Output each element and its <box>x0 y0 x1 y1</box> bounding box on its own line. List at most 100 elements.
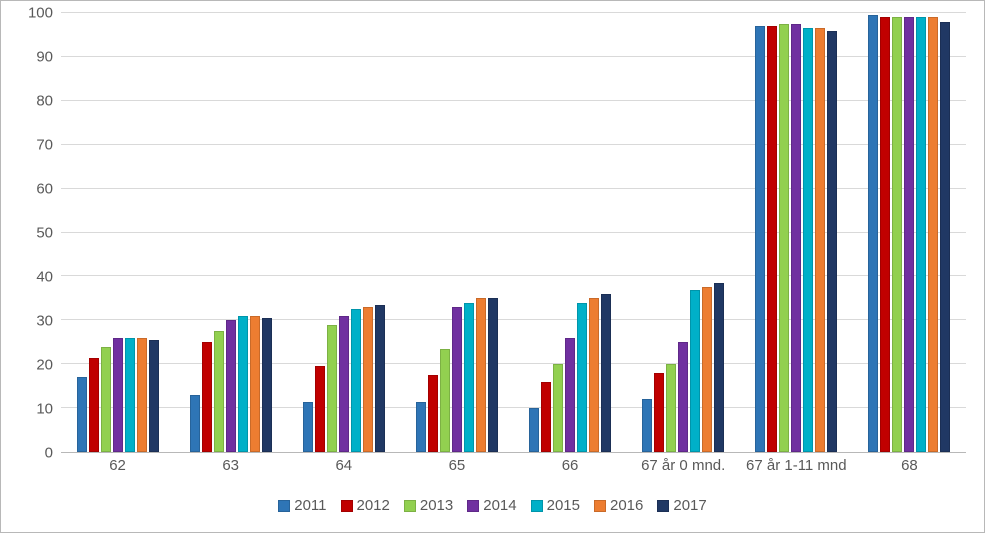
bar <box>541 382 551 452</box>
y-tick-label: 40 <box>36 269 53 286</box>
bar <box>529 408 539 452</box>
x-tick-label: 67 år 0 mnd. <box>627 457 740 495</box>
bar <box>767 26 777 452</box>
bar <box>601 294 611 452</box>
bar <box>351 309 361 452</box>
bar <box>666 364 676 452</box>
bar <box>755 26 765 452</box>
category-group <box>514 13 627 452</box>
bar <box>654 373 664 452</box>
category-group <box>627 13 740 452</box>
y-tick-label: 30 <box>36 313 53 330</box>
legend-label: 2015 <box>547 497 580 514</box>
x-axis: 626364656667 år 0 mnd.67 år 1-11 mnd68 <box>61 457 966 495</box>
bar <box>868 15 878 452</box>
bar <box>488 298 498 452</box>
bar <box>125 338 135 452</box>
bar <box>226 320 236 452</box>
bar <box>464 303 474 452</box>
bar <box>113 338 123 452</box>
y-axis: 0102030405060708090100 <box>19 13 61 453</box>
bar <box>214 331 224 452</box>
bar <box>880 17 890 452</box>
x-tick-label: 67 år 1-11 mnd <box>740 457 853 495</box>
bar <box>416 402 426 452</box>
legend-item: 2011 <box>278 497 326 514</box>
category-group <box>400 13 513 452</box>
legend-swatch <box>341 500 353 512</box>
bar <box>904 17 914 452</box>
category-group <box>740 13 853 452</box>
legend-swatch <box>657 500 669 512</box>
y-tick-label: 60 <box>36 181 53 198</box>
bar <box>642 399 652 452</box>
bars-layer <box>61 13 966 452</box>
bar <box>476 298 486 452</box>
legend-label: 2014 <box>483 497 516 514</box>
y-tick-label: 10 <box>36 401 53 418</box>
y-tick-label: 20 <box>36 357 53 374</box>
legend-label: 2017 <box>673 497 706 514</box>
bar <box>202 342 212 452</box>
bar <box>77 377 87 452</box>
legend-swatch <box>467 500 479 512</box>
bar <box>428 375 438 452</box>
legend-item: 2012 <box>341 497 390 514</box>
category-group <box>853 13 966 452</box>
legend-item: 2015 <box>531 497 580 514</box>
bar <box>577 303 587 452</box>
y-tick-label: 100 <box>28 5 53 22</box>
bar <box>827 31 837 452</box>
bar <box>815 28 825 452</box>
plot-area <box>61 13 966 453</box>
legend-item: 2017 <box>657 497 706 514</box>
bar <box>250 316 260 452</box>
bar <box>137 338 147 452</box>
bar <box>238 316 248 452</box>
bar <box>940 22 950 452</box>
bar <box>303 402 313 452</box>
bar <box>892 17 902 452</box>
bar <box>327 325 337 452</box>
x-tick-label: 66 <box>514 457 627 495</box>
legend-label: 2013 <box>420 497 453 514</box>
bar <box>101 347 111 452</box>
bar <box>702 287 712 452</box>
legend-label: 2012 <box>357 497 390 514</box>
legend-swatch <box>404 500 416 512</box>
bar <box>779 24 789 452</box>
bar <box>190 395 200 452</box>
legend-swatch <box>278 500 290 512</box>
bar <box>565 338 575 452</box>
bar <box>589 298 599 452</box>
x-tick-label: 65 <box>400 457 513 495</box>
bar <box>928 17 938 452</box>
bar <box>363 307 373 452</box>
bar <box>690 290 700 452</box>
y-tick-label: 90 <box>36 49 53 66</box>
bar <box>803 28 813 452</box>
bar <box>452 307 462 452</box>
chart-container: 0102030405060708090100 626364656667 år 0… <box>0 0 985 533</box>
bar <box>315 366 325 452</box>
bar <box>339 316 349 452</box>
legend-label: 2011 <box>294 497 326 514</box>
legend-swatch <box>531 500 543 512</box>
x-tick-label: 64 <box>287 457 400 495</box>
legend-swatch <box>594 500 606 512</box>
category-group <box>174 13 287 452</box>
bar <box>262 318 272 452</box>
y-tick-label: 70 <box>36 137 53 154</box>
bar <box>791 24 801 452</box>
bar <box>89 358 99 452</box>
bar <box>714 283 724 452</box>
category-group <box>61 13 174 452</box>
legend: 2011 2012 2013 2014 2015 2016 2017 <box>19 497 966 514</box>
legend-item: 2016 <box>594 497 643 514</box>
bar <box>440 349 450 452</box>
legend-item: 2013 <box>404 497 453 514</box>
x-tick-label: 63 <box>174 457 287 495</box>
x-tick-label: 62 <box>61 457 174 495</box>
bar <box>916 17 926 452</box>
y-tick-label: 80 <box>36 93 53 110</box>
